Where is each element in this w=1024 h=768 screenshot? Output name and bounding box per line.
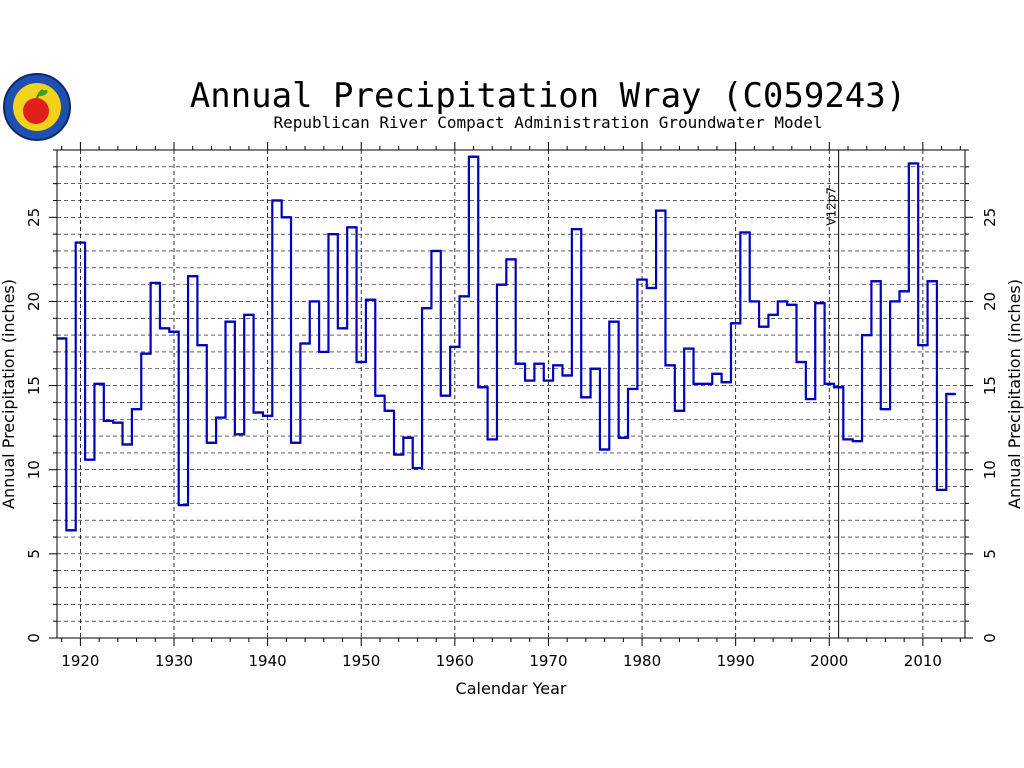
apple-icon xyxy=(23,98,49,124)
grid-lines xyxy=(57,150,965,638)
chart-subtitle: Republican River Compact Administration … xyxy=(273,113,822,132)
x-tick-label: 2000 xyxy=(810,652,848,670)
x-tick-label: 1950 xyxy=(342,652,380,670)
y-tick-label-left: 15 xyxy=(25,376,43,395)
x-tick-label: 1930 xyxy=(155,652,193,670)
x-tick-label: 1940 xyxy=(249,652,287,670)
rrca-logo xyxy=(2,72,72,142)
y-tick-label-right: 20 xyxy=(981,292,999,311)
chart-title: Annual Precipitation Wray (C059243) xyxy=(190,76,906,116)
x-tick-label: 1920 xyxy=(61,652,99,670)
y-tick-label-right: 0 xyxy=(981,633,999,643)
y-tick-label-right: 10 xyxy=(981,460,999,479)
x-tick-label: 1980 xyxy=(623,652,661,670)
y-tick-label-left: 5 xyxy=(25,549,43,559)
precipitation-step-line xyxy=(57,155,956,532)
axis-ticks: 1920 1930 1940 1950 1960 1970 1980 1990 2000 2010… xyxy=(25,142,999,670)
x-axis-label: Calendar Year xyxy=(456,679,567,698)
x-tick-label: 1970 xyxy=(529,652,567,670)
y-tick-label-left: 20 xyxy=(25,292,43,311)
marker-label: V12p7 xyxy=(825,187,839,226)
y-tick-label-left: 25 xyxy=(25,208,43,227)
reference-marker: V12p7 xyxy=(825,150,840,638)
apple-leaf-icon xyxy=(38,89,48,97)
x-tick-label: 1960 xyxy=(436,652,474,670)
y-tick-label-right: 25 xyxy=(981,208,999,227)
y-axis-label-right: Annual Precipitation (inches) xyxy=(1005,279,1024,509)
y-axis-label-left: Annual Precipitation (inches) xyxy=(0,279,18,509)
y-tick-label-right: 5 xyxy=(981,549,999,559)
x-tick-label: 1990 xyxy=(717,652,755,670)
x-tick-label: 2010 xyxy=(904,652,942,670)
y-tick-label-left: 0 xyxy=(25,633,43,643)
y-tick-label-left: 10 xyxy=(25,460,43,479)
y-tick-label-right: 15 xyxy=(981,376,999,395)
precipitation-series xyxy=(57,155,956,532)
